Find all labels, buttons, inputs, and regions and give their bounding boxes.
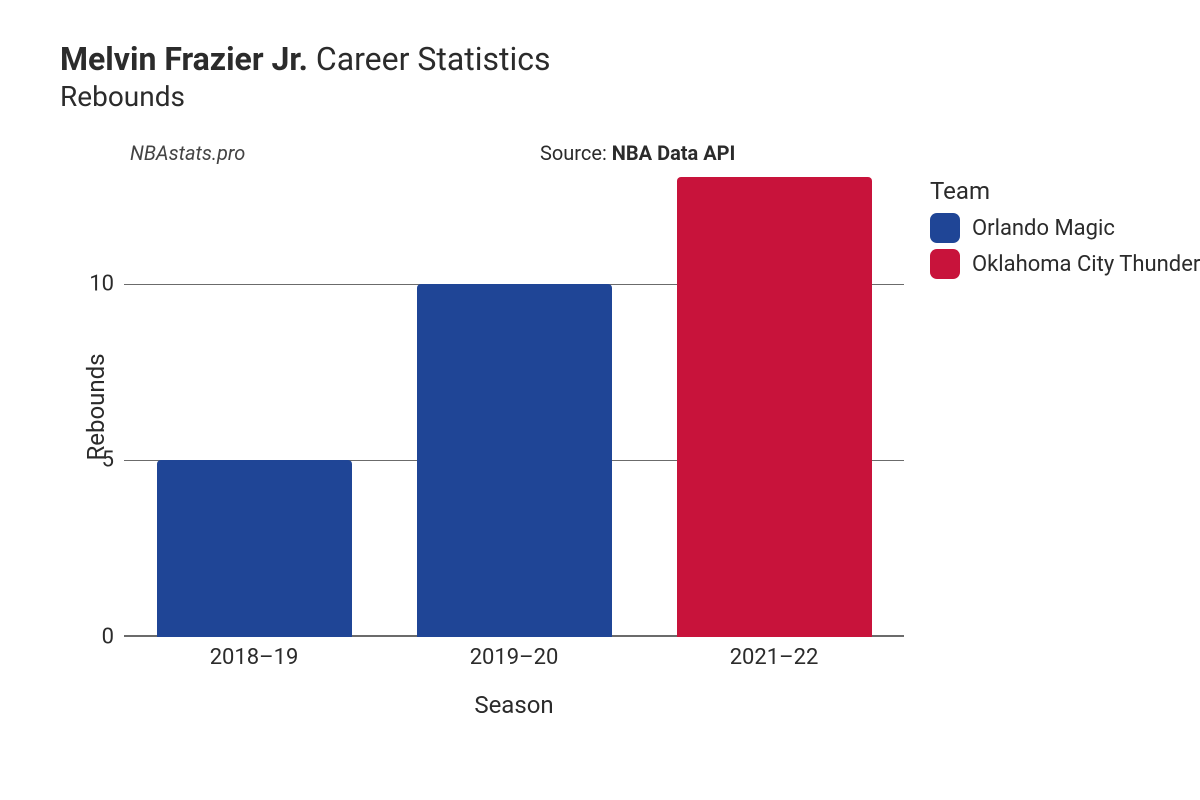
bar xyxy=(677,177,872,637)
y-axis-label-wrap: Rebounds xyxy=(82,177,110,637)
x-axis-label: Season xyxy=(124,691,904,719)
y-tick-label: 10 xyxy=(74,271,114,296)
meta-row: NBAstats.pro Source: NBA Data API xyxy=(60,141,1170,167)
chart-title: Melvin Frazier Jr. Career Statistics xyxy=(60,40,1170,78)
y-tick-label: 5 xyxy=(74,448,114,473)
x-tick-label: 2018–19 xyxy=(210,645,299,670)
legend-item: Orlando Magic xyxy=(930,213,1200,243)
y-axis-label: Rebounds xyxy=(82,354,110,461)
y-tick-label: 0 xyxy=(74,625,114,650)
source-name: NBA Data API xyxy=(612,141,736,165)
chart-stage: Rebounds Season 0 5 10 2018–19 2019–20 2021–2… xyxy=(60,177,1160,737)
source-attribution: Source: NBA Data API xyxy=(540,141,735,165)
plot-area: Rebounds Season 05102018–192019–202021–2… xyxy=(124,177,904,637)
player-name: Melvin Frazier Jr. xyxy=(60,40,308,78)
legend-swatch xyxy=(930,213,960,243)
x-tick-label: 2021–22 xyxy=(730,645,819,670)
title-rest: Career Statistics xyxy=(316,40,551,78)
x-tick-label: 2019–20 xyxy=(470,645,559,670)
source-prefix: Source: xyxy=(540,141,612,165)
bar xyxy=(417,284,612,638)
legend-item: Oklahoma City Thunder xyxy=(930,249,1200,279)
legend-swatch xyxy=(930,249,960,279)
legend-label: Orlando Magic xyxy=(972,216,1115,241)
chart-subtitle: Rebounds xyxy=(60,80,1170,113)
legend-title: Team xyxy=(930,177,1200,205)
legend: Team Orlando Magic Oklahoma City Thunder xyxy=(930,177,1200,285)
bar xyxy=(157,460,352,637)
chart-container: Melvin Frazier Jr. Career Statistics Reb… xyxy=(0,0,1200,800)
site-credit: NBAstats.pro xyxy=(130,141,245,165)
legend-label: Oklahoma City Thunder xyxy=(972,252,1200,277)
